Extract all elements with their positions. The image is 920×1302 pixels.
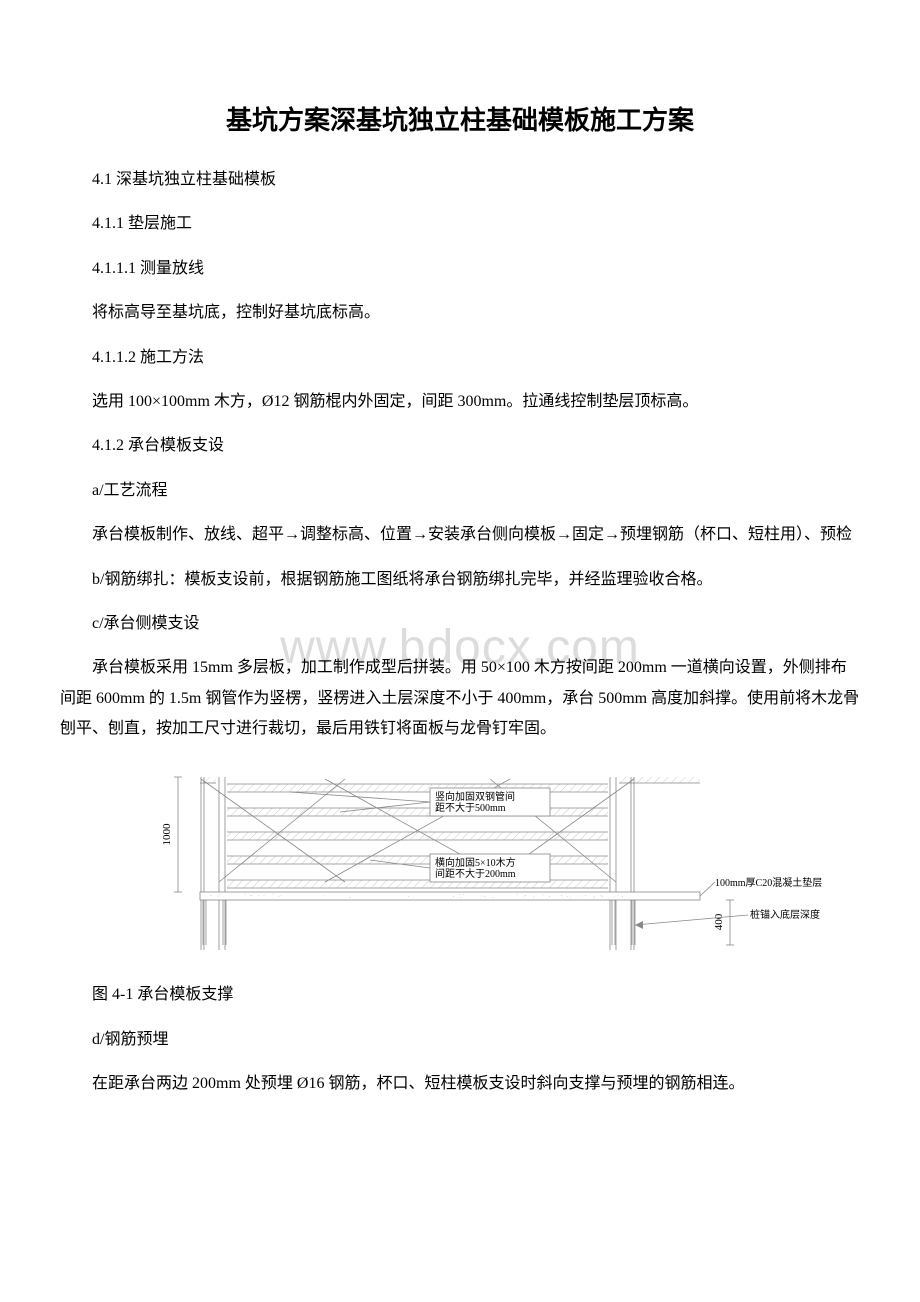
svg-text:竖向加固双钢管间: 竖向加固双钢管间 xyxy=(435,790,515,803)
svg-text:100mm厚C20混凝土垫层: 100mm厚C20混凝土垫层 xyxy=(715,876,822,889)
svg-text:横向加固5×10木方: 横向加固5×10木方 xyxy=(435,856,516,869)
para-rebar-embed-detail: 在距承台两边 200mm 处预埋 Ø16 钢筋，杯口、短柱模板支设时斜向支撑与预… xyxy=(60,1069,860,1099)
svg-text:间距不大于200mm: 间距不大于200mm xyxy=(435,867,516,880)
para-sidemold-detail: 承台模板采用 15mm 多层板，加工制作成型后拼装。用 50×100 木方按间距… xyxy=(60,653,860,744)
svg-text:1000: 1000 xyxy=(161,823,173,846)
svg-text:桩锚入底层深度: 桩锚入底层深度 xyxy=(750,908,820,921)
para-process-flow: 承台模板制作、放线、超平→调整标高、位置→安装承台侧向模板→固定→预埋钢筋（杯口… xyxy=(60,520,860,550)
svg-text:距不大于500mm: 距不大于500mm xyxy=(435,801,506,814)
para-sidemold-c: c/承台侧模支设 xyxy=(60,609,860,639)
section-4-1-1-1: 4.1.1.1 测量放线 xyxy=(60,254,860,284)
para-method: 选用 100×100mm 木方，Ø12 钢筋棍内外固定，间距 300mm。拉通线… xyxy=(60,387,860,417)
para-process-a: a/工艺流程 xyxy=(60,476,860,506)
figure-caption: 图 4-1 承台模板支撑 xyxy=(60,980,860,1010)
document-content: 基坑方案深基坑独立柱基础模板施工方案 4.1 深基坑独立柱基础模板 4.1.1 … xyxy=(60,100,860,1100)
section-4-1-2: 4.1.2 承台模板支设 xyxy=(60,431,860,461)
document-title: 基坑方案深基坑独立柱基础模板施工方案 xyxy=(60,100,860,137)
section-4-1: 4.1 深基坑独立柱基础模板 xyxy=(60,165,860,195)
section-4-1-1-2: 4.1.1.2 施工方法 xyxy=(60,343,860,373)
figure-4-1: 1000 400 竖向加固双钢管间距不大于500mm 横向加固5×10木方间距不大于2… xyxy=(140,762,860,962)
svg-text:400: 400 xyxy=(713,914,725,931)
para-rebar-embed-d: d/钢筋预埋 xyxy=(60,1025,860,1055)
section-4-1-1: 4.1.1 垫层施工 xyxy=(60,209,860,239)
para-rebar-b: b/钢筋绑扎：模板支设前，根据钢筋施工图纸将承台钢筋绑扎完毕，并经监理验收合格。 xyxy=(60,565,860,595)
para-survey: 将标高导至基坑底，控制好基坑底标高。 xyxy=(60,298,860,328)
